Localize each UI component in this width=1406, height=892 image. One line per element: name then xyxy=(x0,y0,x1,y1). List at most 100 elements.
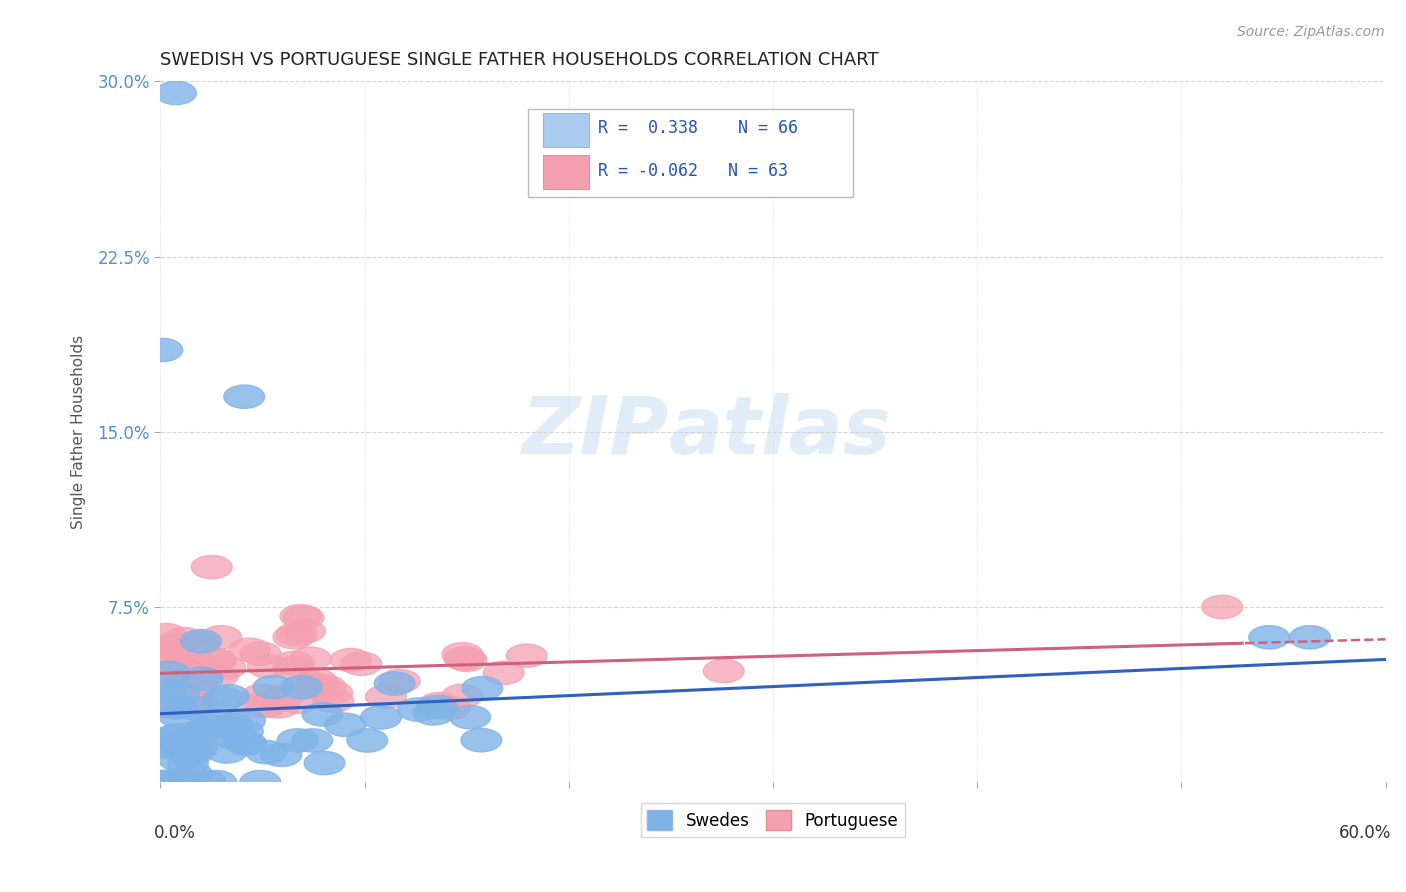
Ellipse shape xyxy=(186,771,226,794)
Text: ZIP: ZIP xyxy=(522,392,669,471)
Ellipse shape xyxy=(160,731,201,754)
Ellipse shape xyxy=(212,725,253,749)
Ellipse shape xyxy=(191,556,232,579)
Ellipse shape xyxy=(212,714,253,737)
Ellipse shape xyxy=(155,637,195,660)
Ellipse shape xyxy=(141,687,181,710)
Ellipse shape xyxy=(142,646,183,669)
Ellipse shape xyxy=(172,763,212,786)
Ellipse shape xyxy=(193,715,233,739)
Text: 60.0%: 60.0% xyxy=(1340,824,1392,842)
Text: 0.0%: 0.0% xyxy=(155,824,197,842)
Ellipse shape xyxy=(145,771,187,794)
Text: R = -0.062   N = 63: R = -0.062 N = 63 xyxy=(598,162,787,180)
Ellipse shape xyxy=(262,743,302,766)
Ellipse shape xyxy=(325,713,366,737)
Ellipse shape xyxy=(167,753,208,776)
Ellipse shape xyxy=(281,675,322,698)
Ellipse shape xyxy=(183,719,224,742)
Ellipse shape xyxy=(145,731,186,754)
Ellipse shape xyxy=(160,734,201,757)
Ellipse shape xyxy=(176,651,217,674)
Text: atlas: atlas xyxy=(669,392,891,471)
Ellipse shape xyxy=(172,737,212,760)
Ellipse shape xyxy=(360,706,401,729)
Ellipse shape xyxy=(195,648,236,672)
Ellipse shape xyxy=(156,696,197,719)
Ellipse shape xyxy=(1249,625,1289,649)
Ellipse shape xyxy=(288,674,329,698)
Ellipse shape xyxy=(159,748,200,772)
Ellipse shape xyxy=(264,684,305,708)
Ellipse shape xyxy=(146,679,187,702)
Ellipse shape xyxy=(297,669,337,692)
Ellipse shape xyxy=(177,631,218,654)
Ellipse shape xyxy=(703,659,744,682)
Ellipse shape xyxy=(280,605,321,628)
Ellipse shape xyxy=(273,657,314,680)
Ellipse shape xyxy=(246,740,287,764)
Ellipse shape xyxy=(273,625,314,648)
Ellipse shape xyxy=(197,665,238,689)
Ellipse shape xyxy=(305,675,346,698)
Ellipse shape xyxy=(149,726,190,750)
Ellipse shape xyxy=(484,661,524,684)
Ellipse shape xyxy=(176,738,217,761)
Ellipse shape xyxy=(177,693,218,716)
Ellipse shape xyxy=(226,732,267,756)
Ellipse shape xyxy=(152,633,194,657)
Ellipse shape xyxy=(366,685,406,708)
Ellipse shape xyxy=(240,771,281,794)
Ellipse shape xyxy=(330,648,371,672)
Ellipse shape xyxy=(205,657,246,680)
Ellipse shape xyxy=(441,684,482,707)
FancyBboxPatch shape xyxy=(543,155,589,188)
Ellipse shape xyxy=(416,695,457,719)
Ellipse shape xyxy=(347,729,388,752)
Ellipse shape xyxy=(152,696,193,719)
Ellipse shape xyxy=(207,739,247,764)
Ellipse shape xyxy=(173,697,214,720)
Ellipse shape xyxy=(222,720,263,743)
Ellipse shape xyxy=(253,675,294,698)
Ellipse shape xyxy=(429,696,470,720)
Ellipse shape xyxy=(292,729,333,752)
Ellipse shape xyxy=(195,771,236,794)
Ellipse shape xyxy=(302,703,343,726)
Ellipse shape xyxy=(208,684,249,708)
Ellipse shape xyxy=(195,649,236,673)
Ellipse shape xyxy=(156,669,197,693)
Ellipse shape xyxy=(143,771,184,794)
Ellipse shape xyxy=(441,642,482,666)
Ellipse shape xyxy=(174,723,215,746)
Ellipse shape xyxy=(240,642,281,665)
Ellipse shape xyxy=(229,638,270,662)
Text: R =  0.338    N = 66: R = 0.338 N = 66 xyxy=(598,120,797,137)
Ellipse shape xyxy=(277,690,318,714)
FancyBboxPatch shape xyxy=(527,110,852,197)
Ellipse shape xyxy=(174,678,215,701)
Ellipse shape xyxy=(312,681,353,705)
Ellipse shape xyxy=(419,692,460,716)
Ellipse shape xyxy=(153,651,194,674)
Ellipse shape xyxy=(450,706,491,729)
Ellipse shape xyxy=(259,695,299,718)
Ellipse shape xyxy=(290,647,330,671)
Ellipse shape xyxy=(283,606,323,629)
Ellipse shape xyxy=(398,698,439,722)
Ellipse shape xyxy=(159,681,200,705)
Ellipse shape xyxy=(295,673,336,697)
Ellipse shape xyxy=(202,688,243,711)
Ellipse shape xyxy=(142,338,183,361)
Ellipse shape xyxy=(314,690,354,713)
Ellipse shape xyxy=(170,744,211,767)
Ellipse shape xyxy=(173,738,214,761)
Ellipse shape xyxy=(273,651,314,674)
Ellipse shape xyxy=(277,623,318,646)
Ellipse shape xyxy=(163,652,204,675)
Ellipse shape xyxy=(145,771,186,794)
Ellipse shape xyxy=(380,669,420,693)
Ellipse shape xyxy=(463,676,503,700)
Ellipse shape xyxy=(180,664,221,687)
Ellipse shape xyxy=(224,730,264,754)
